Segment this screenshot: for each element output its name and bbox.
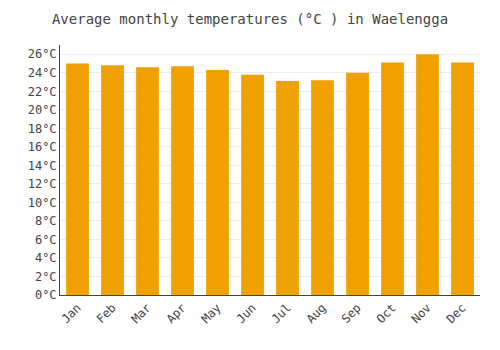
svg-text:Aug: Aug [304, 301, 329, 326]
svg-text:24°C: 24°C [28, 66, 57, 80]
svg-text:Nov: Nov [409, 301, 434, 326]
svg-text:Feb: Feb [94, 301, 119, 326]
svg-text:4°C: 4°C [35, 251, 57, 265]
svg-text:Mar: Mar [129, 301, 154, 326]
svg-text:Average monthly temperatures (: Average monthly temperatures (°C ) in Wa… [52, 11, 448, 27]
svg-text:0°C: 0°C [35, 288, 57, 302]
svg-text:Sep: Sep [339, 301, 364, 326]
svg-text:20°C: 20°C [28, 103, 57, 117]
svg-text:Oct: Oct [374, 301, 399, 326]
svg-text:22°C: 22°C [28, 85, 57, 99]
svg-text:Jun: Jun [234, 301, 259, 326]
svg-text:26°C: 26°C [28, 47, 57, 61]
svg-text:10°C: 10°C [28, 196, 57, 210]
svg-text:6°C: 6°C [35, 233, 57, 247]
svg-text:Jan: Jan [59, 301, 84, 326]
svg-text:18°C: 18°C [28, 122, 57, 136]
svg-text:May: May [199, 301, 224, 326]
svg-text:Apr: Apr [164, 301, 189, 326]
svg-text:2°C: 2°C [35, 270, 57, 284]
svg-text:Jul: Jul [269, 301, 294, 326]
svg-text:12°C: 12°C [28, 177, 57, 191]
svg-text:Dec: Dec [444, 301, 469, 326]
svg-text:16°C: 16°C [28, 140, 57, 154]
svg-text:8°C: 8°C [35, 214, 57, 228]
svg-text:14°C: 14°C [28, 159, 57, 173]
